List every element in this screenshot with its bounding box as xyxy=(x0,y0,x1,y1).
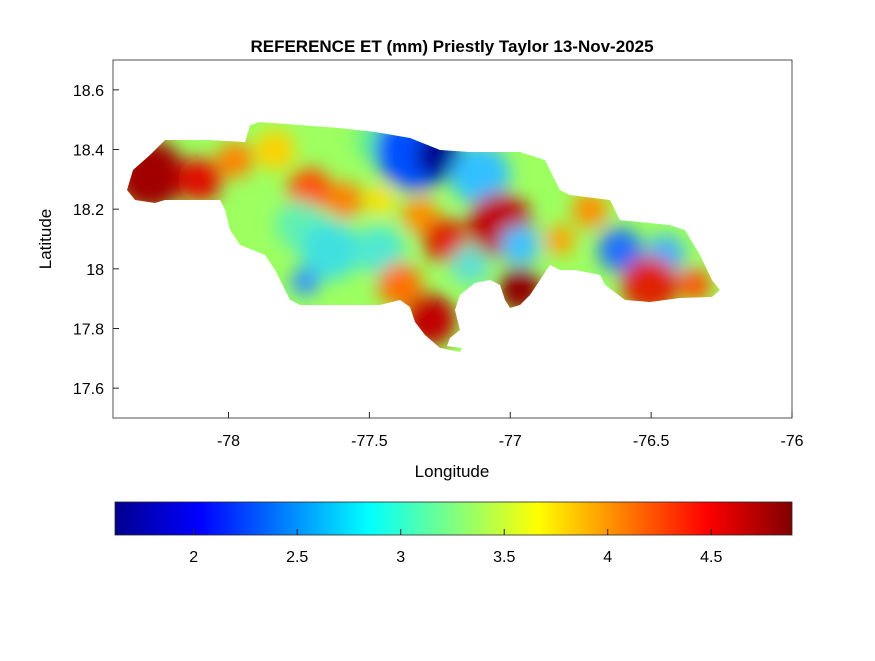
et-value-region xyxy=(291,268,319,296)
x-axis-label: Longitude xyxy=(415,462,490,481)
et-value-region xyxy=(378,263,422,307)
colorbar-tick-label: 4.5 xyxy=(700,549,722,566)
y-tick-label: 18 xyxy=(86,262,104,279)
et-value-region xyxy=(217,142,253,178)
et-value-region xyxy=(255,130,295,170)
y-axis-label: Latitude xyxy=(36,209,55,270)
x-tick-label: -77.5 xyxy=(351,433,388,450)
x-tick-label: -77 xyxy=(499,433,522,450)
colorbar xyxy=(114,501,793,536)
et-value-region xyxy=(178,158,222,202)
et-contour-map xyxy=(127,122,720,352)
et-value-region xyxy=(450,145,510,205)
et-value-region xyxy=(545,225,575,255)
et-value-region xyxy=(355,225,405,275)
x-tick-label: -76.5 xyxy=(633,433,670,450)
y-tick-label: 18.4 xyxy=(73,143,104,160)
y-tick-label: 17.8 xyxy=(73,322,104,339)
et-value-region xyxy=(572,192,608,228)
et-value-region xyxy=(598,228,642,272)
et-value-region xyxy=(365,185,395,215)
et-value-region xyxy=(327,182,363,218)
colorbar-tick-label: 3 xyxy=(396,549,405,566)
colorbar-tick-label: 3.5 xyxy=(493,549,515,566)
chart-title: REFERENCE ET (mm) Priestly Taylor 13-Nov… xyxy=(250,37,653,56)
colorbar-tick-label: 2.5 xyxy=(286,549,308,566)
y-tick-label: 17.6 xyxy=(73,381,104,398)
et-value-region xyxy=(450,245,490,285)
x-tick-label: -76 xyxy=(780,433,803,450)
colorbar-tick-label: 2 xyxy=(189,549,198,566)
et-value-region xyxy=(500,225,540,265)
et-value-region xyxy=(679,269,711,301)
colorbar-tick-label: 4 xyxy=(603,549,612,566)
y-tick-label: 18.6 xyxy=(73,83,104,100)
et-value-region xyxy=(622,257,678,313)
et-value-region xyxy=(402,197,438,233)
y-tick-label: 18.2 xyxy=(73,202,104,219)
x-tick-label: -78 xyxy=(217,433,240,450)
et-value-region xyxy=(300,220,360,280)
